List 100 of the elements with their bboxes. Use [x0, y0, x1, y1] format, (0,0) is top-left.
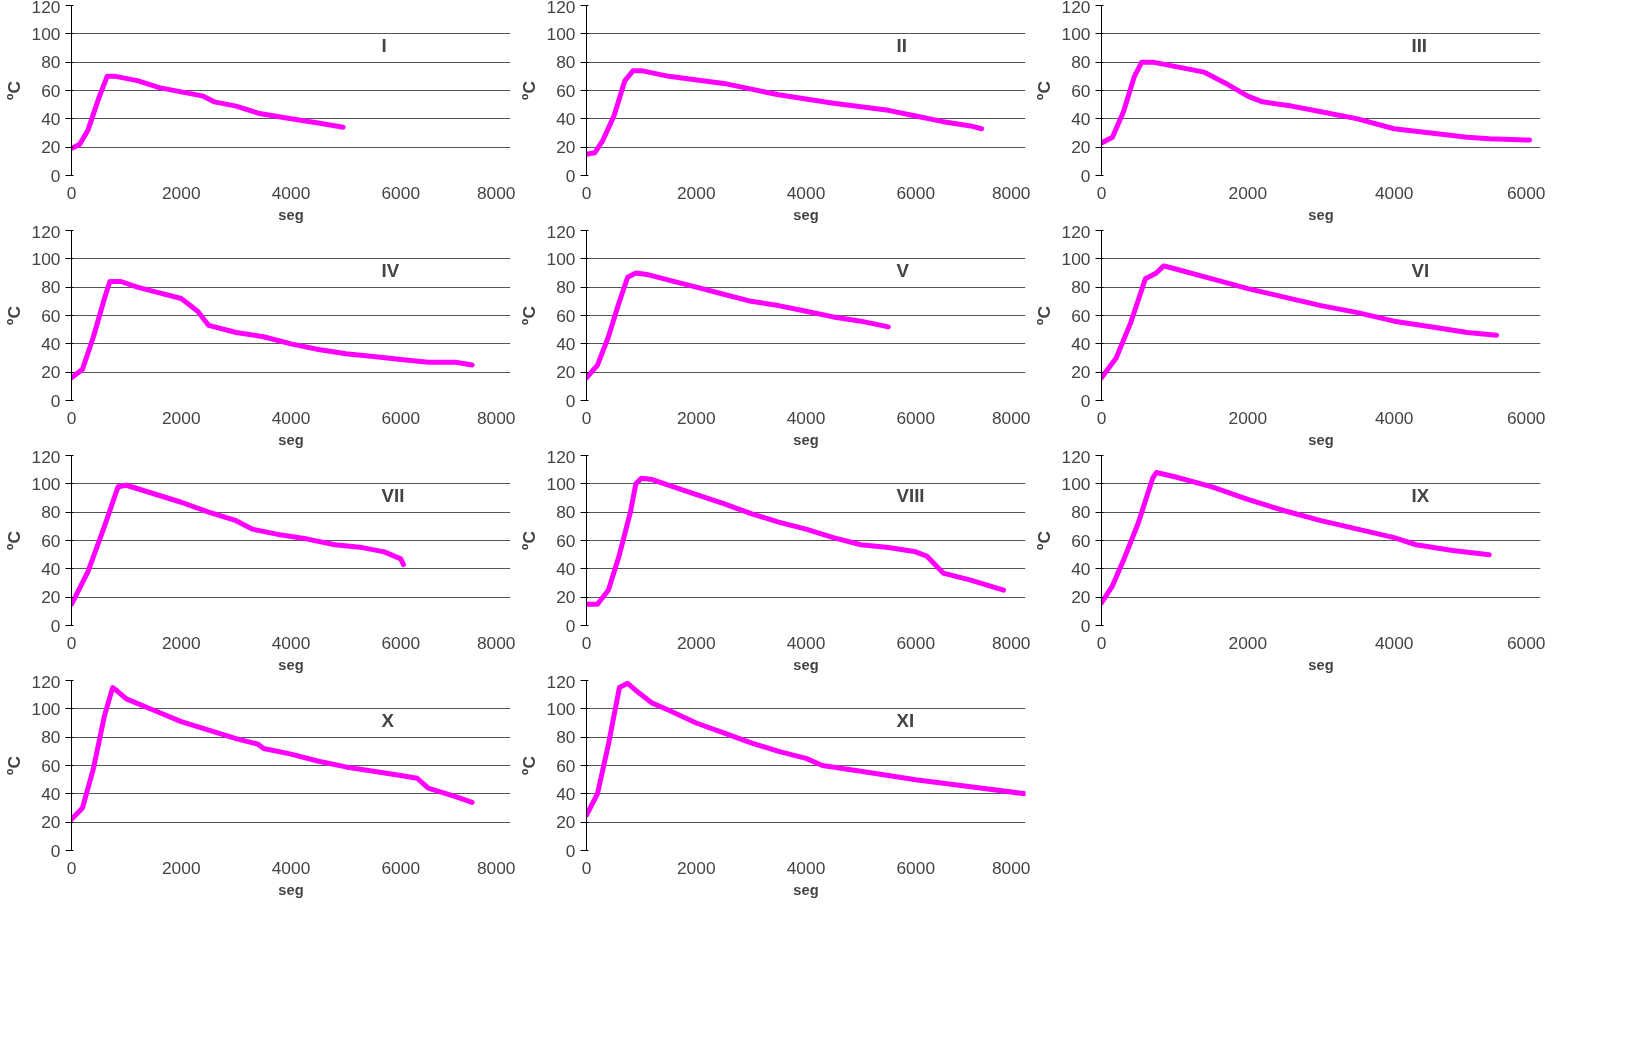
y-tick-label: 100	[1061, 23, 1091, 44]
x-tick-label: 0	[581, 407, 592, 428]
x-tick-label: 4000	[271, 182, 311, 203]
y-tick-label: 60	[41, 755, 61, 776]
y-axis-title: ºC	[518, 755, 539, 775]
y-tick-label: 100	[31, 23, 61, 44]
y-tick-label: 80	[1071, 52, 1091, 73]
y-tick-label: 60	[556, 305, 576, 326]
x-axis-title: seg	[1308, 206, 1334, 223]
y-tick-label: 40	[41, 558, 61, 579]
x-tick-label: 4000	[271, 632, 311, 653]
x-axis-title: seg	[1308, 656, 1334, 673]
x-tick-label: 6000	[381, 857, 421, 878]
y-tick-label: 0	[50, 165, 61, 186]
y-tick-label: 40	[1071, 108, 1091, 129]
y-tick-label: 120	[31, 446, 61, 467]
x-tick-label: 2000	[161, 182, 201, 203]
x-tick-label: 2000	[676, 632, 716, 653]
x-tick-label: 6000	[381, 182, 421, 203]
x-tick-label: 2000	[161, 857, 201, 878]
x-tick-label: 0	[581, 632, 592, 653]
y-tick-label: 100	[546, 23, 576, 44]
y-tick-label: 20	[556, 137, 576, 158]
y-tick-label: 100	[1061, 248, 1091, 269]
y-tick-label: 100	[546, 698, 576, 719]
y-tick-label: 80	[41, 52, 61, 73]
y-tick-label: 60	[556, 755, 576, 776]
y-tick-label: 60	[1071, 305, 1091, 326]
x-tick-label: 8000	[476, 857, 516, 878]
y-tick-label: 40	[41, 783, 61, 804]
x-tick-label: 6000	[1506, 182, 1546, 203]
y-tick-label: 80	[556, 502, 576, 523]
y-tick-label: 40	[556, 333, 576, 354]
y-tick-label: 20	[41, 587, 61, 608]
x-axis-title: seg	[278, 206, 304, 223]
y-tick-label: 0	[50, 615, 61, 636]
x-tick-label: 8000	[991, 182, 1031, 203]
y-tick-label: 120	[546, 446, 576, 467]
y-tick-label: 20	[556, 812, 576, 833]
y-tick-label: 100	[31, 248, 61, 269]
x-tick-label: 2000	[161, 632, 201, 653]
y-tick-label: 40	[556, 783, 576, 804]
x-tick-label: 6000	[896, 407, 936, 428]
y-tick-label: 40	[1071, 558, 1091, 579]
x-tick-label: 6000	[896, 857, 936, 878]
y-tick-label: 0	[565, 165, 576, 186]
x-tick-label: 0	[581, 857, 592, 878]
y-tick-label: 20	[41, 362, 61, 383]
y-tick-label: 80	[41, 727, 61, 748]
y-tick-label: 0	[565, 615, 576, 636]
x-tick-label: 2000	[676, 407, 716, 428]
y-tick-label: 120	[31, 221, 61, 242]
x-tick-label: 4000	[1374, 632, 1414, 653]
y-axis-title: ºC	[3, 530, 24, 550]
y-tick-label: 20	[1071, 362, 1091, 383]
y-tick-label: 0	[565, 840, 576, 861]
y-tick-label: 120	[546, 0, 576, 17]
x-axis-title: seg	[793, 431, 819, 448]
y-tick-label: 80	[41, 502, 61, 523]
y-tick-label: 120	[1061, 446, 1091, 467]
y-tick-label: 20	[556, 587, 576, 608]
y-tick-label: 120	[546, 671, 576, 692]
x-tick-label: 2000	[161, 407, 201, 428]
x-tick-label: 8000	[476, 407, 516, 428]
y-tick-label: 120	[1061, 0, 1091, 17]
y-tick-label: 40	[1071, 333, 1091, 354]
y-tick-label: 100	[1061, 473, 1091, 494]
y-tick-label: 100	[546, 473, 576, 494]
annotation: V	[896, 259, 910, 281]
y-tick-label: 20	[556, 362, 576, 383]
x-tick-label: 4000	[786, 407, 826, 428]
x-tick-label: 4000	[271, 857, 311, 878]
annotation: I	[381, 34, 387, 56]
x-tick-label: 8000	[991, 857, 1031, 878]
y-tick-label: 20	[1071, 587, 1091, 608]
y-tick-label: 0	[1080, 165, 1091, 186]
y-tick-label: 40	[41, 108, 61, 129]
x-axis-title: seg	[793, 656, 819, 673]
x-axis-title: seg	[793, 881, 819, 898]
y-tick-label: 80	[556, 52, 576, 73]
annotation: XI	[896, 709, 915, 731]
x-tick-label: 2000	[1228, 182, 1268, 203]
y-tick-label: 80	[41, 277, 61, 298]
y-tick-label: 120	[1061, 221, 1091, 242]
y-tick-label: 0	[565, 390, 576, 411]
x-tick-label: 6000	[381, 632, 421, 653]
x-tick-label: 2000	[1228, 632, 1268, 653]
y-tick-label: 80	[556, 727, 576, 748]
x-tick-label: 8000	[476, 182, 516, 203]
annotation: IV	[381, 259, 400, 281]
x-tick-label: 4000	[786, 857, 826, 878]
x-axis-title: seg	[278, 431, 304, 448]
annotation: IX	[1411, 484, 1430, 506]
y-tick-label: 60	[556, 530, 576, 551]
x-tick-label: 6000	[381, 407, 421, 428]
y-axis-title: ºC	[1033, 530, 1054, 550]
y-tick-label: 0	[1080, 615, 1091, 636]
y-tick-label: 100	[31, 698, 61, 719]
x-tick-label: 2000	[1228, 407, 1268, 428]
y-tick-label: 60	[41, 530, 61, 551]
